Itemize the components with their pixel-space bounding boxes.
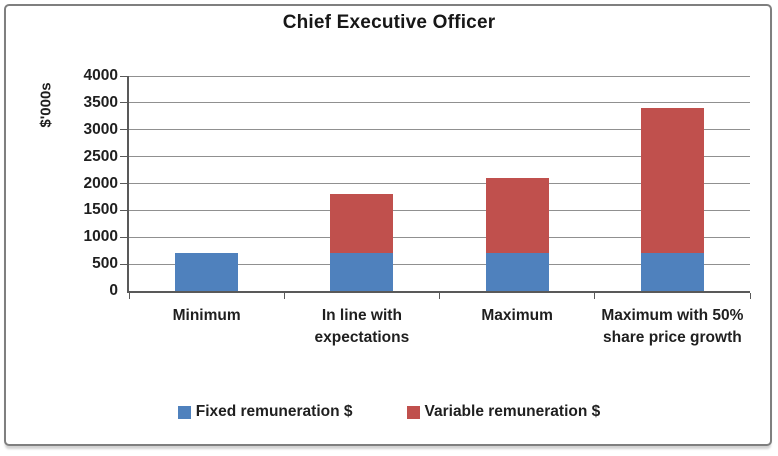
x-axis-tick — [283, 293, 285, 299]
legend-item-variable: Variable remuneration $ — [406, 403, 601, 421]
y-tick-label: 500 — [92, 255, 118, 273]
gridline — [129, 129, 750, 131]
gridline — [129, 263, 750, 265]
y-axis-tick — [120, 209, 129, 211]
bar-segment-fixed — [640, 253, 704, 291]
gridline — [129, 183, 750, 184]
y-tick-label: 2500 — [83, 147, 118, 165]
gridline — [129, 209, 750, 211]
legend-swatch-fixed — [177, 405, 191, 419]
x-axis-tick — [749, 293, 751, 299]
bar-segment-variable — [330, 194, 394, 254]
y-axis-tick — [120, 129, 129, 131]
x-axis-tick — [594, 293, 596, 299]
gridline — [129, 156, 750, 158]
category-label: Maximum — [481, 307, 553, 324]
bar-segment-fixed — [175, 253, 239, 291]
gridline — [129, 236, 750, 238]
bar-segment-variable — [640, 108, 704, 254]
bar-segment-variable — [485, 178, 549, 254]
y-axis-tick — [120, 75, 129, 77]
legend-item-fixed: Fixed remuneration $ — [177, 403, 353, 421]
y-axis-tick — [120, 236, 129, 238]
y-tick-label: 1000 — [83, 228, 118, 246]
y-axis-tick — [120, 263, 129, 265]
y-tick-label: 1500 — [83, 201, 118, 219]
y-axis-tick — [120, 156, 129, 158]
y-tick-label: 4000 — [83, 67, 118, 84]
category-label: Maximum with 50% share price growth — [601, 307, 744, 346]
category-label: Minimum — [172, 307, 241, 324]
bar-segment-fixed — [485, 253, 549, 291]
y-axis-tick — [120, 183, 129, 184]
chart-title: Chief Executive Officer — [282, 12, 496, 33]
y-tick-label: 3500 — [83, 93, 118, 111]
legend-label-fixed: Fixed remuneration $ — [195, 403, 353, 420]
x-axis-tick — [439, 293, 440, 299]
y-tick-label: 0 — [109, 282, 118, 299]
y-tick-label: 2000 — [83, 174, 118, 192]
y-axis-tick — [120, 102, 129, 104]
gridline — [129, 102, 750, 104]
x-axis-tick — [128, 293, 130, 299]
legend-label-variable: Variable remuneration $ — [424, 403, 601, 420]
plot-area — [120, 75, 751, 299]
bar-segment-fixed — [330, 253, 394, 291]
gridline — [129, 75, 750, 77]
category-label: In line with expectations — [314, 307, 410, 346]
legend: Fixed remuneration $ Variable remunerati… — [0, 403, 778, 421]
legend-swatch-variable — [406, 405, 420, 419]
y-tick-label: 3000 — [83, 120, 118, 138]
